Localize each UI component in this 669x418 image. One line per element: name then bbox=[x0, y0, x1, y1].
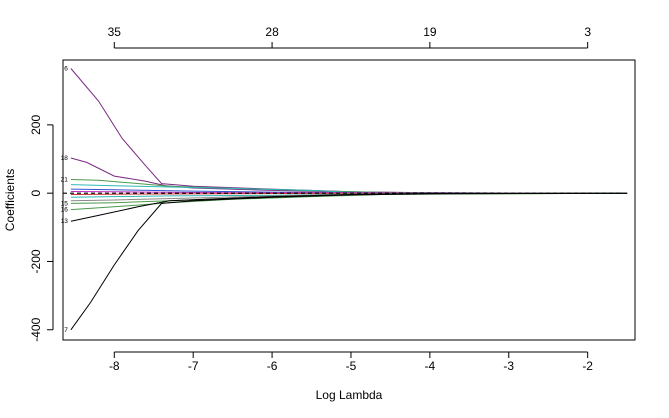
top-tick-label: 3 bbox=[584, 25, 591, 39]
y-axis-title: Coefficients bbox=[3, 169, 17, 231]
top-tick-label: 28 bbox=[265, 25, 279, 39]
coefficient-curves bbox=[63, 68, 628, 331]
x-tick-label: -6 bbox=[267, 359, 278, 373]
x-tick-label: -3 bbox=[503, 359, 514, 373]
y-tick-label: 200 bbox=[29, 115, 43, 135]
x-tick-label: -8 bbox=[109, 359, 120, 373]
curve-label: 7 bbox=[64, 327, 68, 334]
top-tick-label: 35 bbox=[108, 25, 122, 39]
curve-label: 13 bbox=[61, 218, 69, 225]
curve-label: 18 bbox=[61, 155, 69, 162]
y-tick-label: -200 bbox=[29, 249, 43, 273]
plot-frame bbox=[62, 59, 636, 341]
coefficient-path bbox=[70, 192, 628, 222]
x-tick-label: -2 bbox=[582, 359, 593, 373]
y-tick-label: 0 bbox=[29, 190, 43, 197]
x-axis: -8 -7 -6 -5 -4 -3 -2 bbox=[109, 351, 593, 373]
x-axis-title: Log Lambda bbox=[316, 388, 383, 402]
x-tick-label: -7 bbox=[188, 359, 199, 373]
curve-label: 6 bbox=[64, 66, 68, 73]
x-tick-label: -5 bbox=[346, 359, 357, 373]
top-axis-df: 35 28 19 3 bbox=[108, 25, 591, 49]
curve-label: 15 bbox=[61, 200, 69, 207]
y-tick-label: -400 bbox=[29, 317, 43, 341]
curve-label: 16 bbox=[61, 207, 69, 214]
coefficient-path bbox=[70, 192, 628, 331]
top-tick-label: 19 bbox=[423, 25, 437, 39]
y-axis: -400 -200 0 200 bbox=[29, 115, 54, 342]
coefficient-path bbox=[70, 68, 628, 194]
curve-label: 21 bbox=[61, 177, 69, 184]
x-tick-label: -4 bbox=[425, 359, 436, 373]
